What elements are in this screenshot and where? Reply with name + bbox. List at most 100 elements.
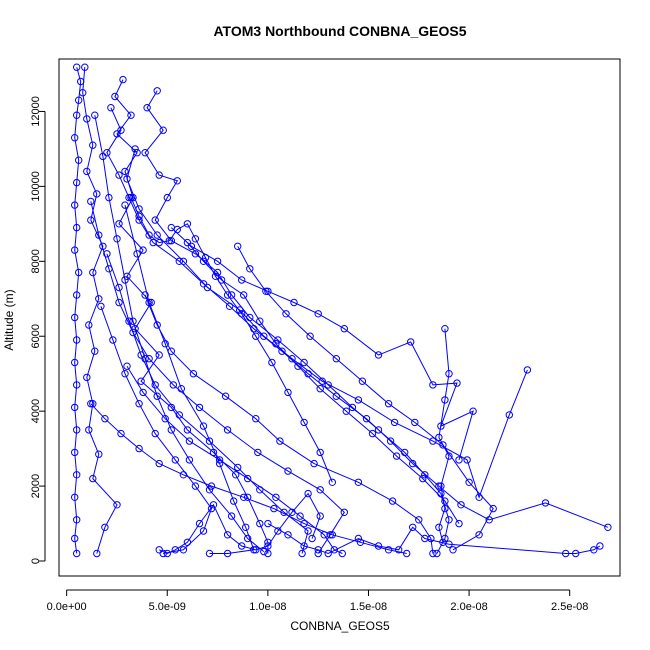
data-point xyxy=(596,542,604,550)
data-point xyxy=(137,377,145,385)
data-point xyxy=(99,152,107,161)
data-point xyxy=(141,355,149,363)
data-point xyxy=(95,231,103,239)
x-tick-label: 5.0e-09 xyxy=(149,601,186,613)
data-point xyxy=(185,437,194,445)
data-point xyxy=(73,336,81,344)
data-point xyxy=(73,549,81,558)
series-11 xyxy=(121,201,258,558)
series-10 xyxy=(167,223,477,464)
data-point xyxy=(330,546,338,554)
data-point xyxy=(123,362,131,370)
data-point xyxy=(262,287,270,295)
data-point xyxy=(199,257,208,265)
data-point xyxy=(435,523,443,531)
data-point xyxy=(290,298,298,307)
data-point xyxy=(390,418,399,427)
data-point xyxy=(175,257,184,265)
data-point xyxy=(314,310,322,318)
data-point xyxy=(183,238,192,247)
data-point xyxy=(374,426,383,434)
data-point xyxy=(103,250,111,258)
series-12 xyxy=(97,302,216,558)
data-point xyxy=(252,332,260,340)
data-point xyxy=(71,448,79,457)
x-tick-label: 0.0e+00 xyxy=(47,601,87,613)
data-point xyxy=(183,538,192,546)
data-point xyxy=(167,426,176,434)
data-point xyxy=(111,92,119,101)
data-point xyxy=(264,542,272,550)
data-point xyxy=(153,392,161,400)
series-19 xyxy=(435,325,453,546)
data-point xyxy=(87,400,95,408)
data-point xyxy=(300,358,308,367)
x-tick-label: 1.5e-08 xyxy=(350,601,387,613)
y-tick-label: 8000 xyxy=(30,249,42,273)
data-point xyxy=(332,355,340,363)
data-point xyxy=(449,546,457,554)
data-point xyxy=(260,332,268,340)
data-point xyxy=(183,220,192,228)
series-18 xyxy=(183,238,463,528)
data-point xyxy=(153,87,161,95)
data-point xyxy=(83,115,91,123)
data-point xyxy=(348,403,357,412)
data-point xyxy=(435,433,443,442)
data-point xyxy=(324,381,332,389)
data-point xyxy=(73,381,81,389)
data-point xyxy=(71,493,79,501)
series-line xyxy=(158,492,321,555)
data-point xyxy=(89,474,97,483)
data-point xyxy=(115,283,123,292)
data-point xyxy=(139,246,147,254)
data-point xyxy=(407,338,415,346)
data-point xyxy=(103,149,111,157)
data-point xyxy=(232,471,240,479)
y-tick-label: 0 xyxy=(30,558,42,564)
data-point xyxy=(358,377,367,385)
data-point xyxy=(314,546,322,554)
x-tick-label: 2.5e-08 xyxy=(551,601,588,613)
data-point xyxy=(252,546,260,554)
data-point xyxy=(89,141,97,149)
data-point xyxy=(125,193,133,202)
data-point xyxy=(223,426,232,434)
data-point xyxy=(121,201,129,209)
data-point xyxy=(316,385,324,393)
data-point xyxy=(89,268,97,277)
y-tick-label: 6000 xyxy=(30,324,42,348)
series-line xyxy=(126,365,343,554)
data-point xyxy=(272,340,280,348)
data-point xyxy=(362,415,371,423)
data-point xyxy=(85,321,93,329)
data-point xyxy=(392,452,401,460)
data-point xyxy=(71,313,79,322)
data-point xyxy=(131,145,139,153)
series-line xyxy=(90,403,407,554)
data-point xyxy=(242,523,250,531)
data-point xyxy=(421,471,429,479)
data-point xyxy=(155,546,163,554)
data-point xyxy=(73,63,81,71)
data-point xyxy=(268,358,276,367)
data-point xyxy=(73,426,81,434)
data-point xyxy=(223,291,232,299)
y-tick-label: 2000 xyxy=(30,474,42,498)
data-point xyxy=(153,231,161,239)
series-line xyxy=(144,294,434,554)
data-point xyxy=(465,478,473,486)
series-1 xyxy=(71,63,85,558)
data-point xyxy=(505,411,513,419)
data-point xyxy=(238,276,246,284)
data-point xyxy=(75,268,83,277)
data-point xyxy=(244,474,252,483)
data-point xyxy=(191,482,200,490)
data-point xyxy=(316,486,324,494)
data-point xyxy=(429,437,437,445)
data-point xyxy=(256,519,264,528)
data-point xyxy=(457,501,465,509)
data-point xyxy=(300,542,308,550)
data-point xyxy=(439,441,447,449)
